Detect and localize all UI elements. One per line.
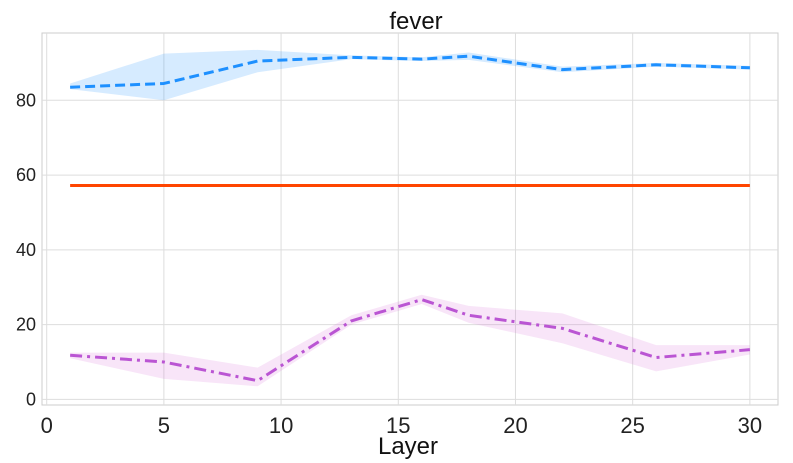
series-lines [70,54,750,383]
confidence-bands [70,49,750,387]
x-axis-label: Layer [378,433,438,460]
series-line-blue-dashed [70,54,750,89]
series-line-purple-dashdot [70,298,750,383]
y-tick-label: 0 [26,389,36,409]
y-axis-ticks: 0 20 40 60 80 [16,90,36,409]
chart-title: fever [389,8,442,35]
confidence-band-purple-dashdot [70,294,750,387]
x-axis-ticks: 0 5 10 15 20 25 30 [41,413,763,438]
y-tick-label: 80 [16,90,36,110]
plot-area [41,32,779,406]
x-tick-label: 20 [503,413,527,438]
confidence-band-blue-dashed [70,49,750,101]
y-tick-label: 20 [16,315,36,335]
x-tick-label: 25 [620,413,644,438]
x-tick-label: 30 [738,413,762,438]
y-tick-label: 60 [16,165,36,185]
x-tick-label: 0 [41,413,53,438]
x-tick-label: 10 [269,413,293,438]
grid-lines [42,33,778,405]
y-tick-label: 40 [16,240,36,260]
x-tick-label: 5 [158,413,170,438]
x-tick-label: 15 [386,413,410,438]
